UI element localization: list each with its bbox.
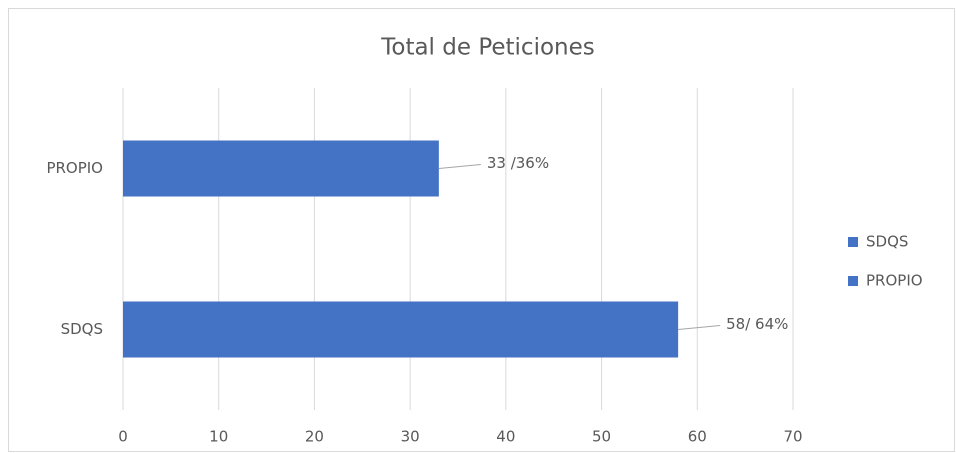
x-tick-label: 20 [305, 428, 324, 446]
y-tick-label: SDQS [61, 320, 103, 338]
legend-label: SDQS [866, 233, 908, 251]
leader-line [438, 164, 481, 169]
bar [123, 301, 679, 358]
x-tick-label: 40 [496, 428, 515, 446]
legend-swatch [848, 276, 858, 286]
x-tick-label: 0 [118, 428, 128, 446]
data-label: 58/ 64% [726, 315, 788, 333]
legend-label: PROPIO [866, 272, 923, 290]
chart-border [8, 8, 955, 452]
x-tick-label: 60 [688, 428, 707, 446]
x-tick-label: 30 [401, 428, 420, 446]
legend-swatch [848, 237, 858, 247]
x-tick-label: 70 [783, 428, 802, 446]
chart-title: Total de Peticiones [380, 35, 595, 61]
data-label: 33 /36% [487, 154, 549, 172]
leader-line [678, 325, 721, 330]
x-tick-label: 10 [209, 428, 228, 446]
y-tick-label: PROPIO [46, 159, 103, 177]
x-tick-label: 50 [592, 428, 611, 446]
bar [123, 140, 439, 197]
